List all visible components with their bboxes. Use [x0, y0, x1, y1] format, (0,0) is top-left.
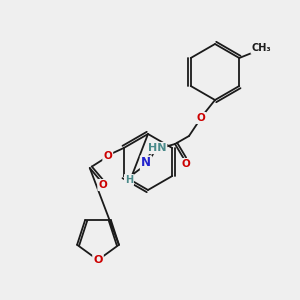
Text: H: H — [125, 175, 133, 185]
Text: O: O — [182, 159, 190, 169]
Text: N: N — [141, 157, 151, 169]
Text: HN: HN — [148, 143, 166, 153]
Text: O: O — [103, 151, 112, 161]
Text: O: O — [196, 113, 206, 123]
Text: O: O — [98, 180, 107, 190]
Text: CH₃: CH₃ — [251, 43, 271, 53]
Text: O: O — [93, 255, 103, 265]
